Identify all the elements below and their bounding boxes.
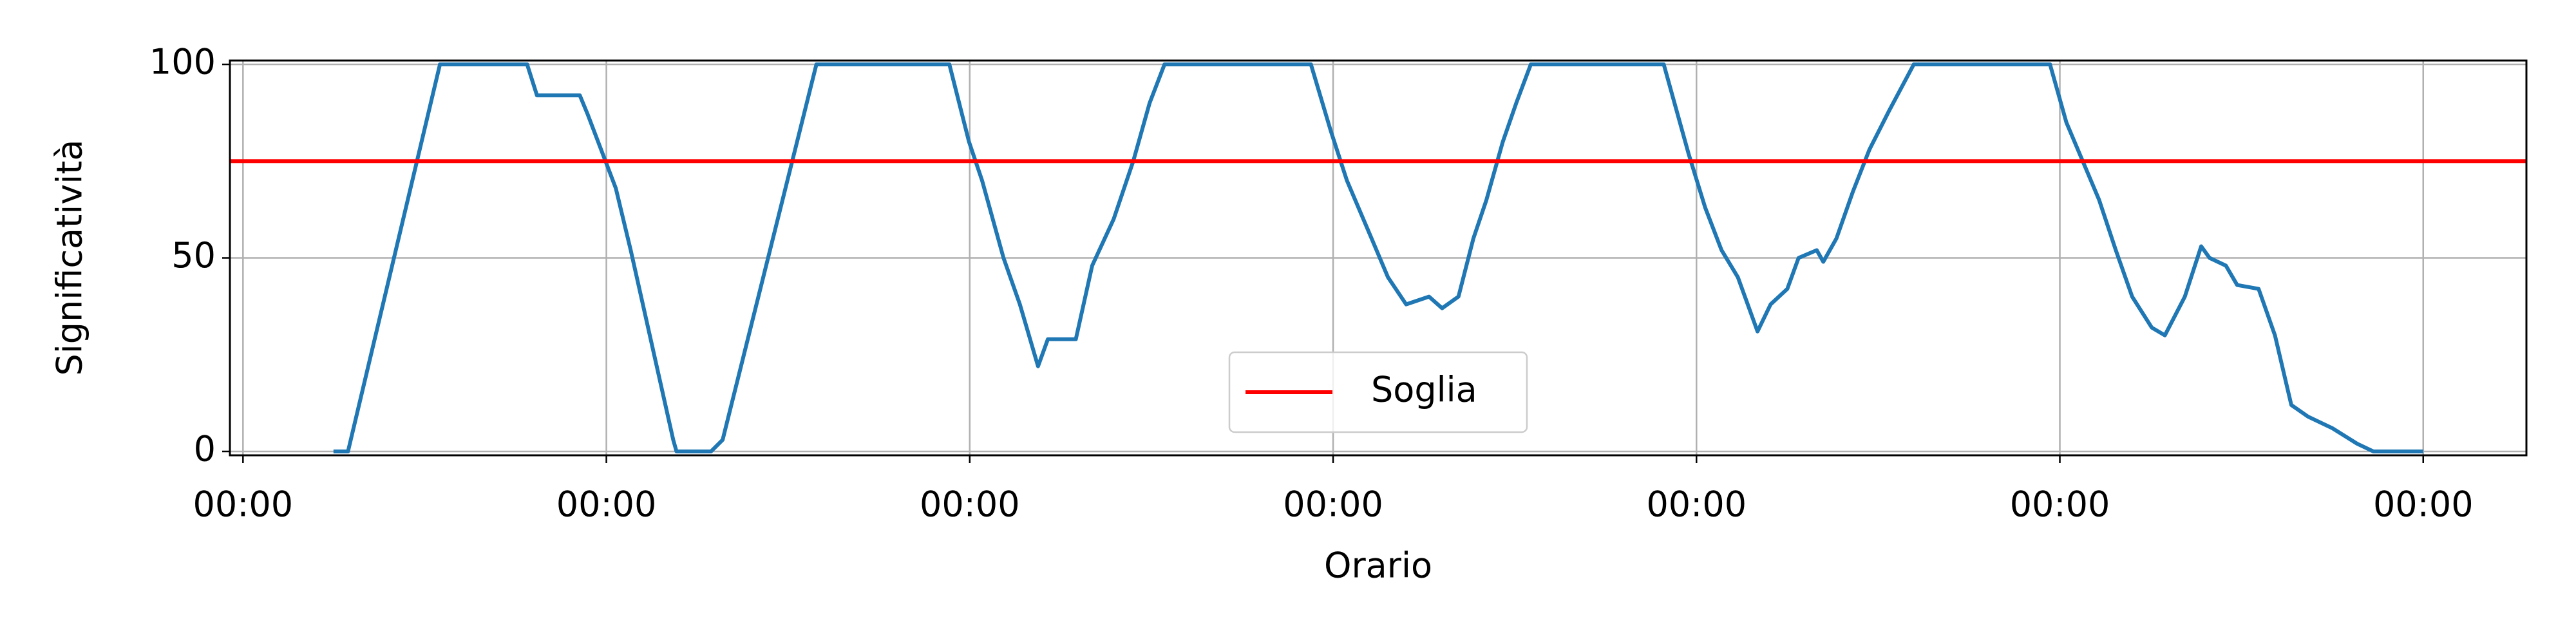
- x-tick-label: 00:00: [2373, 484, 2474, 525]
- plot-frame: [229, 59, 2528, 457]
- x-tick-label: 00:00: [556, 484, 657, 525]
- x-tick-label: 00:00: [920, 484, 1020, 525]
- x-tick-label: 00:00: [1283, 484, 1383, 525]
- x-tick-label: 00:00: [2010, 484, 2110, 525]
- x-axis-label: Orario: [1324, 545, 1432, 586]
- x-tick-label: 00:00: [1646, 484, 1747, 525]
- legend-label: Soglia: [1371, 370, 1477, 410]
- y-axis-label: Significatività: [50, 140, 90, 376]
- legend-box: [1228, 351, 1528, 433]
- x-tick-label: 00:00: [193, 484, 294, 525]
- y-tick-label: 0: [194, 429, 216, 469]
- data-line: [333, 62, 2423, 453]
- y-tick-label: 50: [171, 235, 216, 276]
- y-tick-label: 100: [149, 42, 216, 82]
